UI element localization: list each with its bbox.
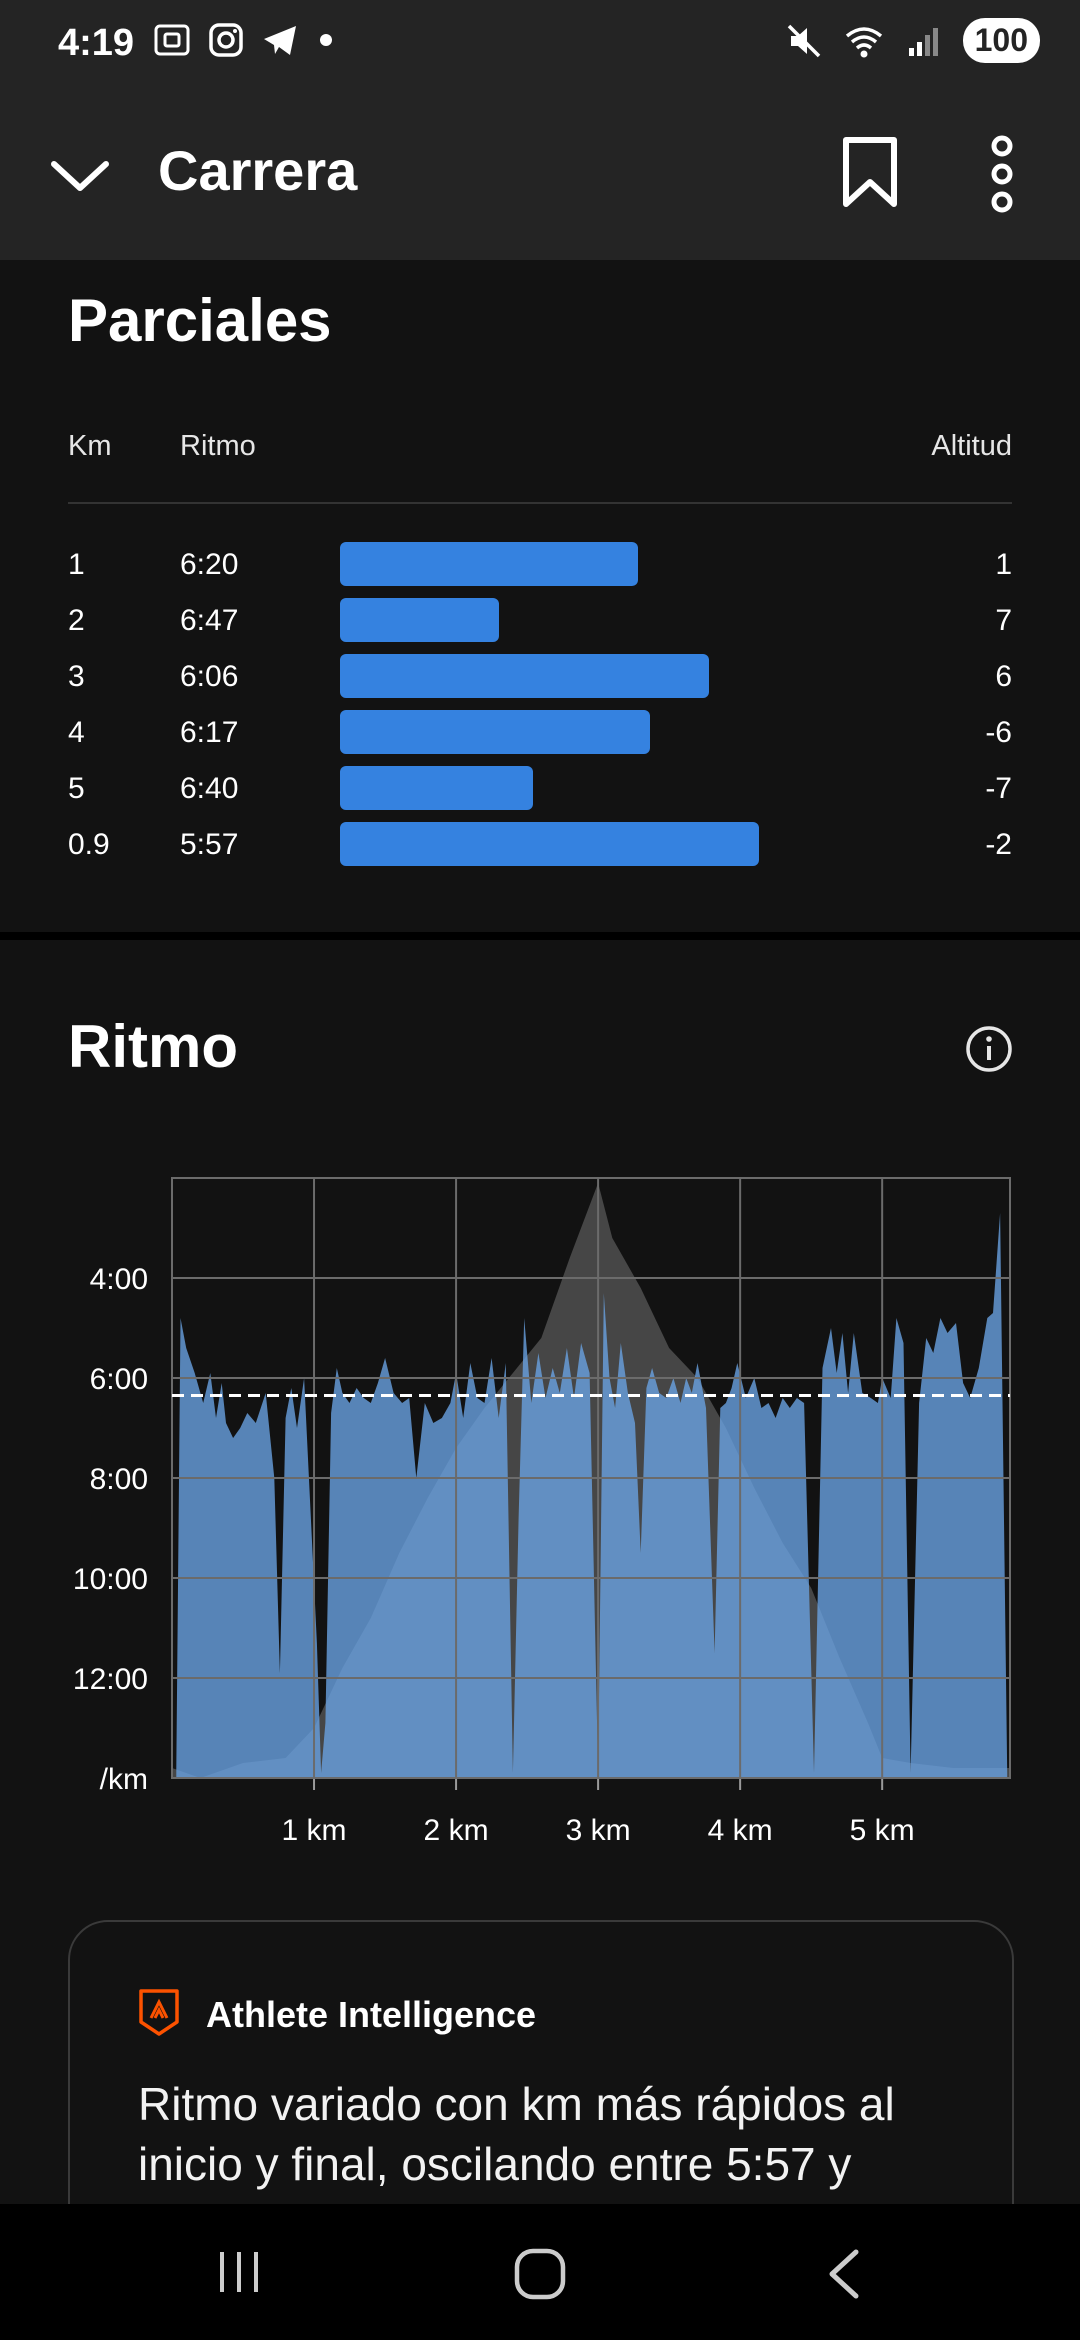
- notification-icons: [152, 20, 332, 60]
- section-divider: [0, 932, 1080, 940]
- y-tick-label: 12:00: [73, 1663, 148, 1696]
- strava-logo-icon: [139, 1989, 179, 2036]
- x-tick-label: 3 km: [566, 1814, 631, 1847]
- status-bar: 4:19 100: [0, 0, 1080, 88]
- pace-heading: Ritmo: [68, 1013, 238, 1080]
- split-row: 2 6:47 7: [0, 596, 1080, 652]
- status-time: 4:19: [58, 22, 135, 64]
- split-pace: 6:06: [180, 660, 239, 693]
- system-nav-bar: [0, 2204, 1080, 2340]
- instagram-icon: [209, 23, 243, 57]
- split-altitude: -7: [985, 772, 1012, 805]
- x-tick-label: 5 km: [850, 1814, 915, 1847]
- pace-chart[interactable]: 4:00 6:00 8:00 10:00 12:00/km 1 km 2 km 3 km 4 k…: [0, 940, 1080, 1860]
- split-km: 4: [68, 716, 85, 749]
- split-pace: 6:20: [180, 548, 239, 581]
- split-altitude: -6: [985, 716, 1012, 749]
- pace-area: [176, 1213, 1008, 1778]
- column-header-altitude: Altitud: [931, 430, 1012, 462]
- split-row: 0.9 5:57 -2: [0, 820, 1080, 876]
- chevron-down-icon[interactable]: [48, 144, 112, 208]
- split-row: 5 6:40 -7: [0, 764, 1080, 820]
- split-pace-bar: [340, 598, 499, 642]
- x-tick-label: 2 km: [424, 1814, 489, 1847]
- split-altitude: 6: [995, 660, 1012, 693]
- split-row: 1 6:20 1: [0, 540, 1080, 596]
- split-altitude: 1: [995, 548, 1012, 581]
- split-km: 2: [68, 604, 85, 637]
- more-notifications-dot: [320, 34, 332, 46]
- y-tick-label: /km: [100, 1763, 148, 1796]
- bookmark-icon[interactable]: [838, 136, 902, 208]
- splits-heading: Parciales: [68, 287, 332, 354]
- split-altitude: 7: [995, 604, 1012, 637]
- split-row: 3 6:06 6: [0, 652, 1080, 708]
- screenshot-icon: [154, 24, 190, 56]
- y-tick-label: 8:00: [90, 1463, 148, 1496]
- recent-apps-icon[interactable]: [214, 2246, 264, 2298]
- y-tick-label: 10:00: [73, 1563, 148, 1596]
- split-km: 1: [68, 548, 85, 581]
- split-pace: 6:40: [180, 772, 239, 805]
- column-header-km: Km: [68, 430, 112, 462]
- back-icon[interactable]: [822, 2246, 866, 2302]
- split-pace-bar: [340, 766, 533, 810]
- split-pace-bar: [340, 822, 759, 866]
- plot-frame: [171, 1177, 1011, 1779]
- home-icon[interactable]: [512, 2246, 568, 2302]
- split-pace-bar: [340, 542, 638, 586]
- battery-indicator: 100: [962, 18, 1040, 63]
- split-km: 0.9: [68, 828, 110, 861]
- page-title: Carrera: [158, 139, 358, 202]
- app-bar: Carrera: [0, 88, 1080, 260]
- info-icon[interactable]: [964, 1024, 1014, 1074]
- split-pace: 5:57: [180, 828, 239, 861]
- split-altitude: -2: [985, 828, 1012, 861]
- signal-icon: [908, 27, 938, 56]
- system-icons: 100: [783, 18, 1040, 63]
- x-tick-label: 1 km: [282, 1814, 347, 1847]
- splits-section: Parciales Km Ritmo Altitud 1 6:20 1 2 6:47 7 3…: [0, 260, 1080, 932]
- split-km: 5: [68, 772, 85, 805]
- y-tick-label: 6:00: [90, 1363, 148, 1396]
- telegram-icon: [264, 26, 296, 55]
- mute-icon: [787, 24, 820, 57]
- header-divider: [68, 502, 1012, 504]
- x-tick-label: 4 km: [708, 1814, 773, 1847]
- split-pace: 6:47: [180, 604, 239, 637]
- y-tick-label: 4:00: [90, 1263, 148, 1296]
- split-row: 4 6:17 -6: [0, 708, 1080, 764]
- more-vertical-icon[interactable]: [976, 134, 1028, 214]
- split-km: 3: [68, 660, 85, 693]
- ai-card-text: Ritmo variado con km más rápidos al inic…: [138, 2078, 895, 2190]
- column-header-pace: Ritmo: [180, 430, 256, 462]
- split-pace-bar: [340, 654, 709, 698]
- split-pace: 6:17: [180, 716, 239, 749]
- wifi-icon: [845, 26, 882, 57]
- ai-card-title: Athlete Intelligence: [206, 1994, 537, 2035]
- split-pace-bar: [340, 710, 650, 754]
